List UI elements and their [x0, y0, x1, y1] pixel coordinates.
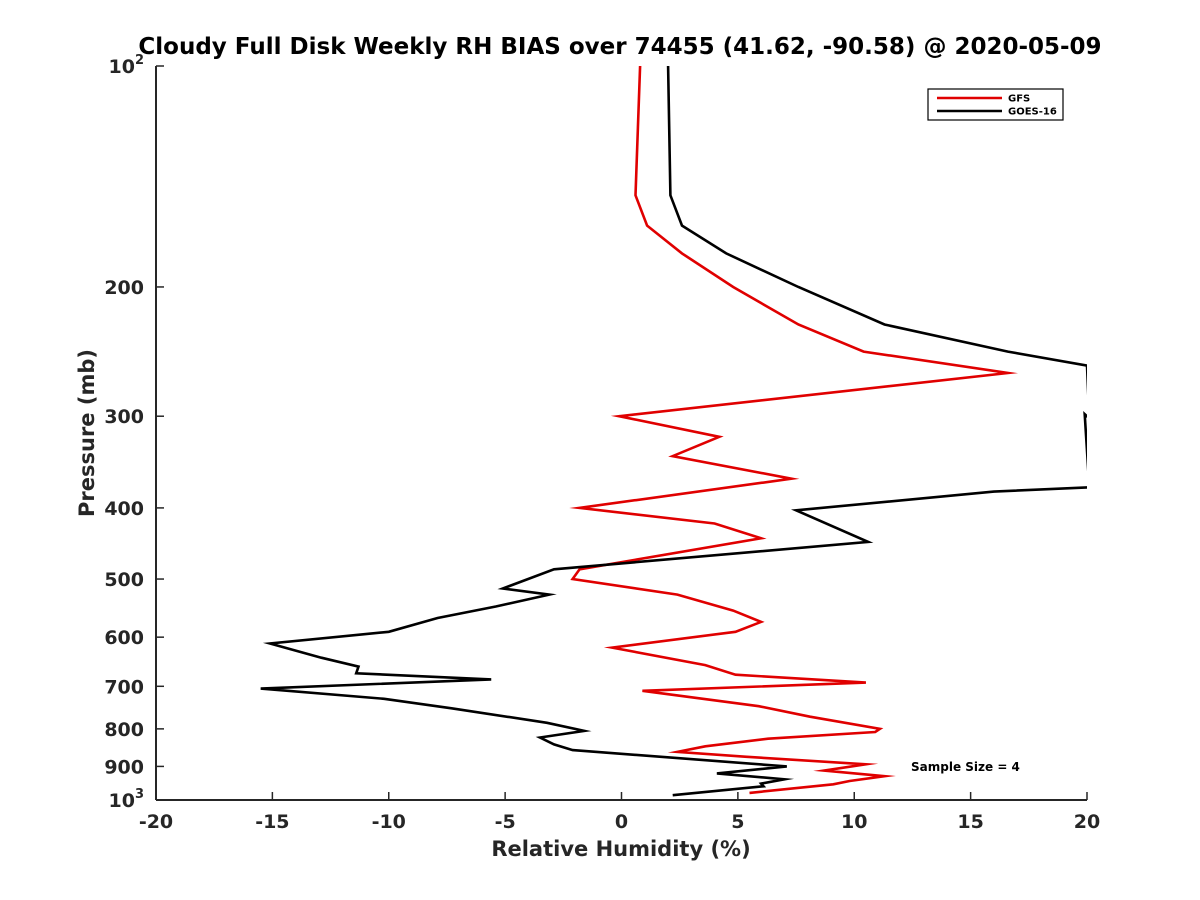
- x-tick-label: 5: [731, 811, 744, 833]
- x-tick-label: -20: [139, 811, 173, 833]
- x-tick-label: 15: [957, 811, 983, 833]
- x-tick-label: -10: [372, 811, 406, 833]
- y-tick-label: 102: [109, 53, 145, 78]
- y-tick-label: 500: [104, 569, 144, 591]
- sample-size-annotation: Sample Size = 4: [911, 760, 1020, 774]
- chart-title: Cloudy Full Disk Weekly RH BIAS over 744…: [138, 34, 1101, 60]
- y-tick-label: 300: [104, 406, 144, 428]
- axes: [155, 66, 1087, 801]
- legend: GFS GOES-16: [927, 88, 1064, 121]
- series-group: [260, 66, 1087, 797]
- x-tick-label: 20: [1074, 811, 1100, 833]
- legend-box: [927, 88, 1064, 121]
- series-line-goes-16: [260, 66, 1087, 797]
- y-tick-label: 600: [104, 627, 144, 649]
- y-tick-label: 200: [104, 277, 144, 299]
- legend-label: GOES-16: [1008, 107, 1057, 118]
- y-tick-label: 400: [104, 498, 144, 520]
- y-tick-label: 700: [104, 676, 144, 698]
- x-tick-label: 0: [615, 811, 628, 833]
- x-ticks: -20 -15 -10 -5 0 5 10 15 20: [139, 792, 1100, 833]
- x-tick-label: -5: [495, 811, 516, 833]
- x-axis-label: Relative Humidity (%): [491, 837, 750, 861]
- series-line-gfs: [569, 66, 1019, 795]
- y-tick-label: 103: [109, 787, 145, 812]
- y-tick-label: 800: [104, 719, 144, 741]
- legend-label: GFS: [1008, 94, 1030, 105]
- y-ticks: 102 200 300 400 500 600 700 800 900 103: [104, 53, 164, 812]
- x-tick-label: 10: [841, 811, 867, 833]
- y-axis-label: Pressure (mb): [75, 349, 99, 517]
- x-tick-label: -15: [255, 811, 289, 833]
- y-tick-label: 900: [104, 756, 144, 778]
